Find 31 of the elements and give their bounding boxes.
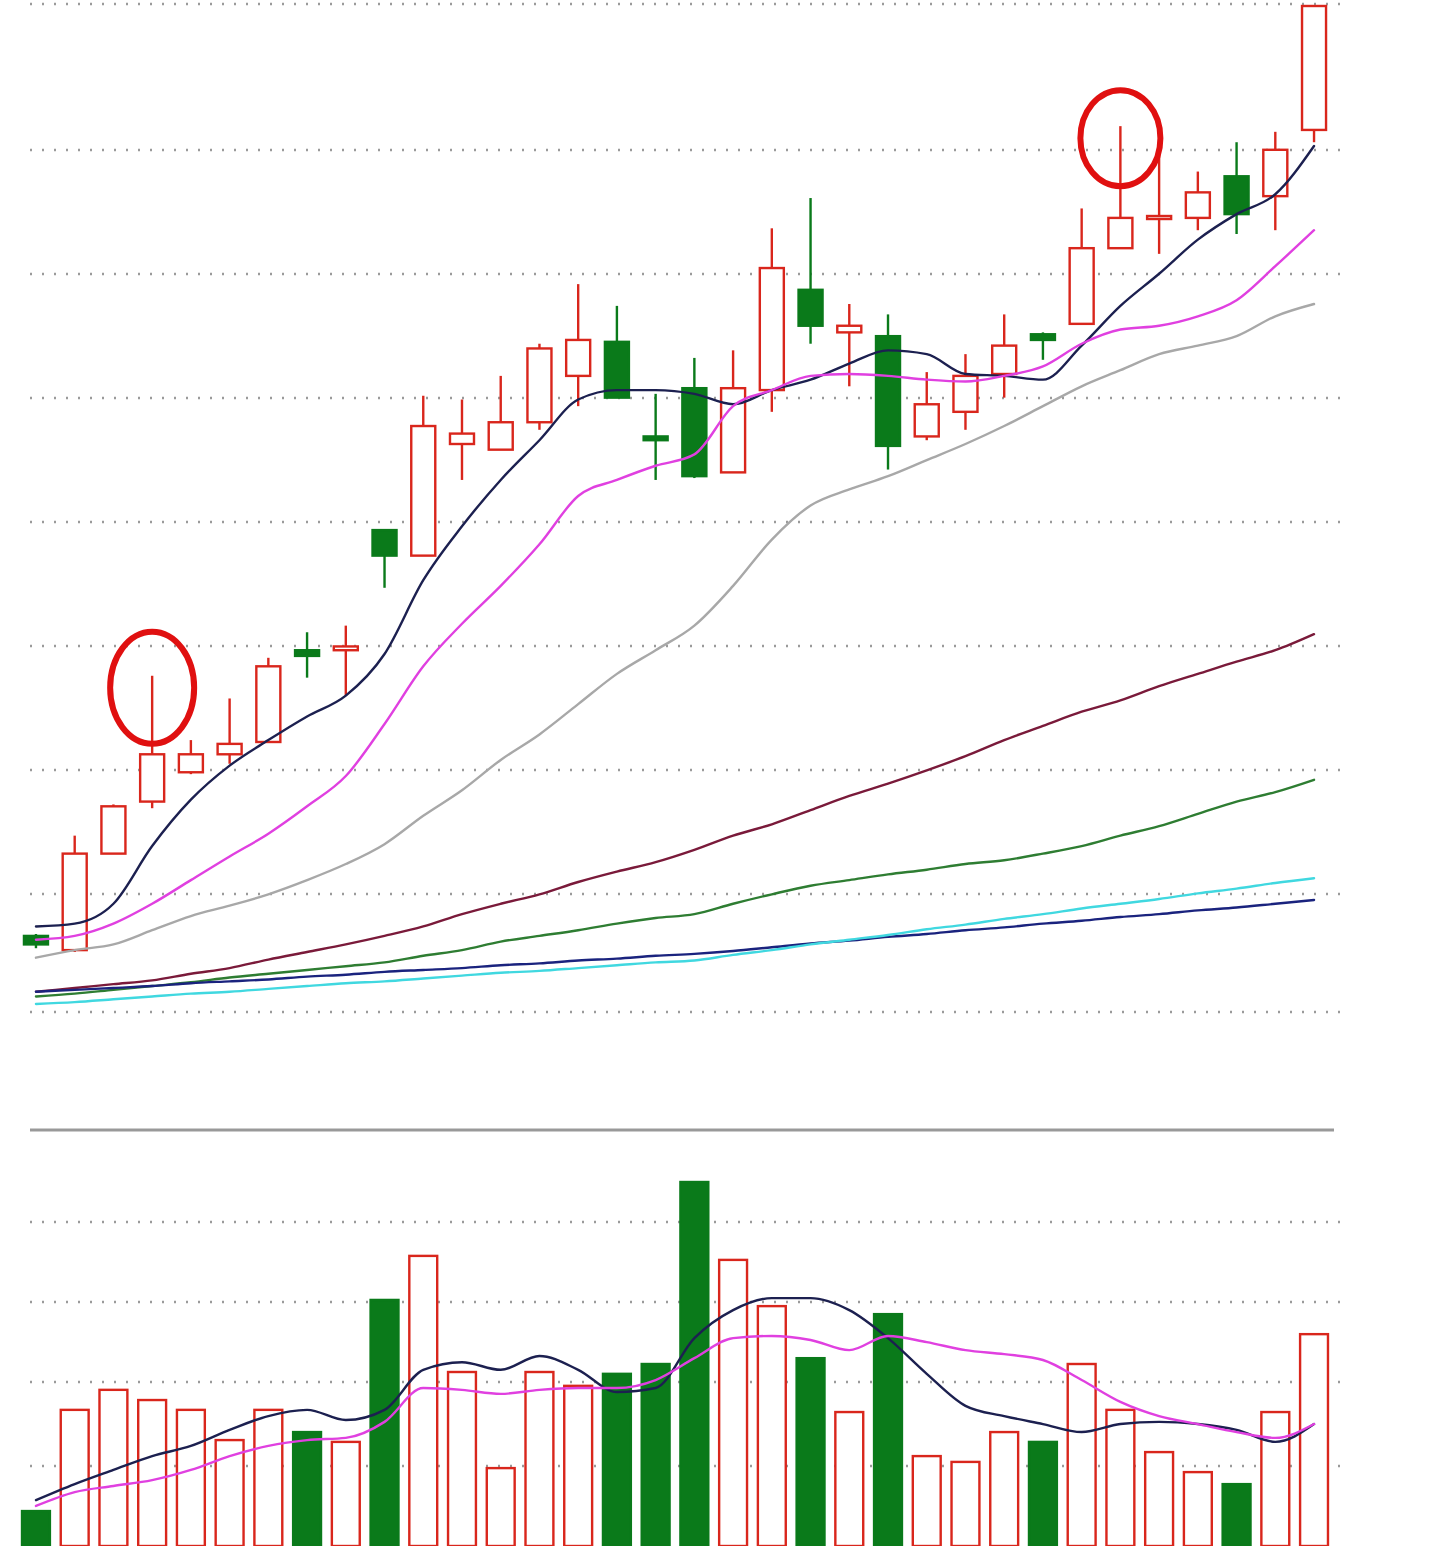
candlestick [1029, 331, 1057, 361]
candlestick [797, 196, 824, 345]
bar [20, 1509, 52, 1546]
candlestick [371, 528, 398, 589]
bar [369, 1298, 400, 1546]
candlestick [448, 398, 476, 482]
candlestick [487, 374, 514, 451]
bar [872, 1312, 904, 1546]
candlestick [990, 313, 1018, 399]
candlestick [564, 282, 592, 408]
bar [795, 1356, 826, 1546]
candlestick [1107, 124, 1134, 250]
candlestick [1262, 130, 1289, 232]
bar [679, 1180, 710, 1546]
candlestick [1223, 141, 1250, 236]
candlestick [642, 392, 669, 482]
bar [1221, 1482, 1252, 1546]
candlestick [913, 370, 940, 442]
candlestick [100, 803, 127, 855]
bar [601, 1372, 633, 1546]
candlestick [952, 352, 979, 432]
bar [640, 1362, 671, 1546]
candlestick [1184, 170, 1212, 232]
candlestick [332, 624, 360, 697]
bar [1027, 1440, 1059, 1546]
candlestick [293, 631, 321, 679]
bar [291, 1430, 323, 1546]
candlestick [836, 302, 863, 388]
candlestick [216, 697, 243, 765]
candlestick [138, 674, 166, 810]
candlestick [177, 738, 205, 776]
